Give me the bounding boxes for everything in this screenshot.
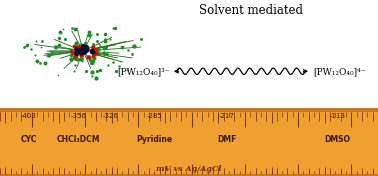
Text: mV vs Ag/AgCl: mV vs Ag/AgCl — [156, 165, 222, 173]
Text: DMF: DMF — [217, 135, 237, 144]
Bar — [0, 108, 378, 176]
Text: CHCl₃DCM: CHCl₃DCM — [57, 135, 101, 144]
Text: Solvent mediated: Solvent mediated — [199, 4, 304, 17]
Text: -356: -356 — [71, 113, 87, 119]
Bar — [0, 174, 378, 176]
Ellipse shape — [11, 2, 155, 100]
Text: -326: -326 — [103, 113, 119, 119]
Text: -217: -217 — [219, 113, 235, 119]
Text: Pyridine: Pyridine — [136, 135, 172, 144]
Text: -403: -403 — [21, 113, 37, 119]
Text: -113: -113 — [330, 113, 345, 119]
Text: [PW₁₂O₄₀]⁴⁻: [PW₁₂O₄₀]⁴⁻ — [314, 67, 366, 76]
Text: [PW₁₂O₄₀]³⁻: [PW₁₂O₄₀]³⁻ — [118, 67, 170, 76]
Text: DMSO: DMSO — [325, 135, 350, 144]
Text: -285: -285 — [147, 113, 162, 119]
Text: CYC: CYC — [20, 135, 37, 144]
Bar — [0, 108, 378, 112]
